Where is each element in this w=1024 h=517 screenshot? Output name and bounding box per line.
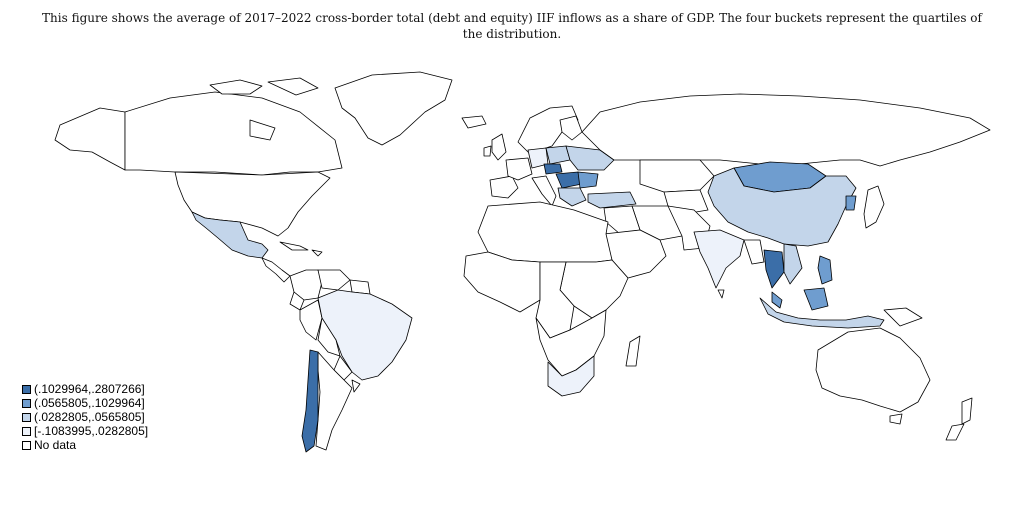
region-balkans	[557, 187, 587, 207]
region-indonesia	[759, 297, 885, 329]
legend-swatch-q2	[22, 412, 31, 422]
legend-label-nodata: No data	[34, 438, 77, 452]
region-italy	[531, 175, 557, 207]
region-myanmar	[743, 239, 765, 265]
figure-caption: This figure shows the average of 2017–20…	[42, 11, 982, 41]
legend-label-q3: (.0565805,.1029964]	[34, 396, 145, 410]
region-russia	[581, 93, 991, 167]
region-argentina	[315, 351, 353, 451]
region-chile	[301, 349, 319, 453]
region-canada	[124, 91, 343, 176]
region-kazakhstan	[639, 159, 715, 193]
legend-item-q3: (.0565805,.1029964]	[22, 396, 148, 410]
region-finland	[559, 115, 583, 141]
legend-item-q4: (.1029964,.2807266]	[22, 382, 148, 396]
region-southern-africa	[535, 309, 607, 377]
legend-item-nodata: No data	[22, 438, 148, 452]
region-india	[693, 229, 745, 289]
region-greenland	[334, 71, 453, 146]
region-china	[707, 167, 857, 247]
region-romania	[577, 171, 599, 189]
legend-item-q1: [-.1083995,.0282805]	[22, 424, 148, 438]
legend-swatch-q3	[22, 398, 31, 408]
region-south-africa	[547, 355, 595, 397]
region-turkey	[587, 191, 637, 209]
region-borneo	[803, 287, 829, 311]
region-alaska	[54, 107, 126, 171]
map-legend: (.1029964,.2807266] (.0565805,.1029964] …	[22, 382, 148, 452]
region-north-africa	[477, 201, 613, 263]
legend-swatch-q4	[22, 384, 31, 394]
region-malaysia	[771, 291, 783, 309]
legend-swatch-nodata	[22, 440, 31, 450]
region-vietnam	[783, 243, 803, 285]
legend-label-q1: [-.1083995,.0282805]	[34, 424, 149, 438]
region-mexico	[191, 211, 269, 259]
region-venezuela	[317, 269, 351, 291]
region-west-africa	[463, 251, 541, 313]
region-korea	[845, 195, 857, 211]
region-czechia	[543, 163, 563, 175]
legend-label-q2: (.0282805,.0565805]	[34, 410, 145, 424]
region-thailand	[763, 249, 785, 289]
region-madagascar	[625, 335, 641, 367]
region-usa	[174, 171, 331, 237]
region-new-zealand	[961, 397, 973, 425]
region-philippines	[817, 255, 833, 285]
region-japan	[863, 185, 885, 229]
region-australia	[815, 327, 931, 413]
legend-label-q4: (.1029964,.2807266]	[34, 382, 145, 396]
region-iberia	[489, 175, 519, 199]
legend-item-q2: (.0282805,.0565805]	[22, 410, 148, 424]
legend-swatch-q1	[22, 426, 31, 436]
region-france	[505, 157, 533, 181]
